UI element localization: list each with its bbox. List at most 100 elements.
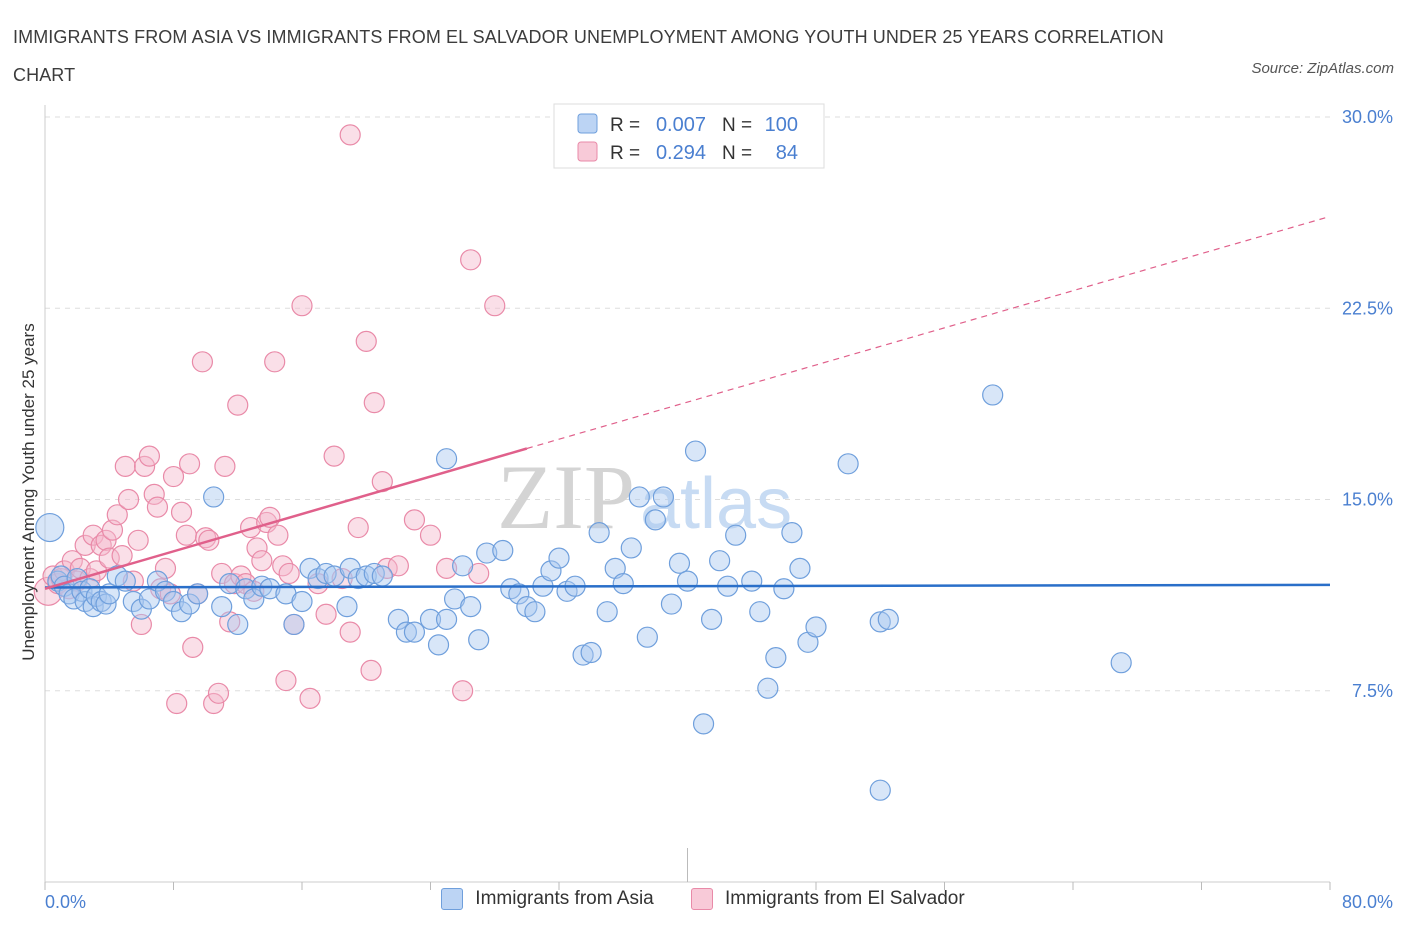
- el-salvador-point-31: [162, 465, 185, 488]
- asia-point-31: [243, 588, 265, 610]
- el-salvador-point-68: [339, 621, 361, 643]
- chart-title: IMMIGRANTS FROM ASIA VS IMMIGRANTS FROM …: [13, 27, 1164, 85]
- el-salvador-point-83: [339, 124, 361, 146]
- asia-point-59: [492, 539, 514, 562]
- el-salvador-point-42: [207, 682, 230, 704]
- asia-point-47: [387, 608, 409, 630]
- asia-point-23: [170, 601, 193, 623]
- el-salvador-trend-line: [44, 447, 528, 590]
- el-salvador-point-59: [275, 669, 297, 692]
- el-salvador-point-27: [146, 496, 169, 518]
- asia-point-48: [395, 621, 418, 643]
- asia-point-61: [508, 583, 530, 605]
- el-salvador-point-32: [166, 692, 188, 715]
- asia-point-91: [757, 677, 779, 699]
- x-tick-label-0: 0.0%: [45, 892, 86, 912]
- asia-point-86: [709, 550, 731, 572]
- asia-point-39: [315, 562, 337, 585]
- el-salvador-point-47: [227, 394, 249, 416]
- asia-point-65: [540, 560, 562, 582]
- stats-r-value-el-salvador: 0.294: [656, 142, 706, 164]
- el-salvador-point-72: [363, 392, 385, 414]
- el-salvador-point-78: [435, 557, 458, 579]
- el-salvador-point-79: [452, 680, 474, 702]
- el-salvador-point-77: [419, 524, 442, 546]
- asia-point-43: [347, 567, 369, 590]
- series-legend: Immigrants from Asia Immigrants from El …: [0, 888, 1406, 916]
- asia-point-90: [749, 601, 771, 623]
- x-tick-label-1: 80.0%: [1342, 892, 1393, 912]
- asia-point-66: [548, 547, 570, 569]
- el-salvador-point-29: [154, 557, 177, 579]
- watermark: ZIP atlas: [497, 446, 792, 548]
- asia-point-53: [435, 448, 458, 470]
- x-tick-labels: 0.0% 80.0%: [45, 892, 1393, 912]
- stats-n-label-el-salvador: N =: [722, 143, 752, 164]
- asia-points: [35, 384, 1132, 801]
- asia-point-70: [580, 641, 602, 664]
- asia-point-52: [435, 608, 458, 630]
- asia-point-35: [283, 613, 305, 636]
- legend-label-asia: Immigrants from Asia: [475, 888, 654, 909]
- asia-point-27: [211, 595, 233, 618]
- asia-point-75: [620, 537, 642, 559]
- asia-point-14: [98, 583, 120, 605]
- asia-point-28: [219, 573, 241, 595]
- el-salvador-point-23: [130, 613, 152, 636]
- el-salvador-point-26: [143, 483, 165, 505]
- el-salvador-point-38: [191, 351, 214, 373]
- y-axis-label: Unemployment Among Youth under 25 years: [19, 323, 38, 660]
- el-salvador-point-66: [323, 445, 345, 467]
- el-salvador-point-82: [484, 295, 506, 317]
- watermark-atlas: atlas: [640, 464, 792, 544]
- el-salvador-point-53: [251, 550, 273, 572]
- el-salvador-point-22: [127, 529, 149, 551]
- asia-point-25: [186, 583, 209, 605]
- asia-point-81: [668, 552, 691, 574]
- asia-point-82: [676, 570, 699, 592]
- el-salvador-point-36: [182, 636, 204, 659]
- el-salvador-point-80: [460, 249, 482, 271]
- y-tick-label-3: 30.0%: [1342, 107, 1393, 127]
- el-salvador-point-60: [278, 562, 300, 585]
- el-salvador-point-70: [355, 330, 377, 352]
- asia-point-83: [684, 440, 707, 462]
- el-salvador-point-50: [240, 516, 262, 539]
- asia-point-49: [403, 621, 426, 643]
- asia-point-36: [291, 590, 313, 613]
- asia-point-100: [869, 779, 891, 801]
- asia-point-97: [805, 616, 827, 638]
- stats-r-label-asia: R =: [610, 115, 640, 136]
- asia-point-72: [596, 601, 618, 623]
- asia-point-74: [612, 573, 634, 595]
- stats-n-value-asia: 100: [765, 114, 798, 136]
- asia-trend-line: [44, 583, 1331, 589]
- el-salvador-point-69: [347, 516, 369, 539]
- asia-point-63: [524, 601, 546, 623]
- asia-point-58: [476, 542, 498, 564]
- el-salvador-point-65: [315, 603, 337, 625]
- el-salvador-point-33: [170, 501, 193, 523]
- el-salvador-point-6: [61, 550, 83, 572]
- asia-point-55: [452, 555, 474, 577]
- asia-point-84: [692, 713, 715, 735]
- watermark-zip: ZIP: [497, 446, 635, 548]
- stats-swatch-el-salvador: [577, 141, 598, 162]
- y-tick-label-2: 22.5%: [1342, 298, 1393, 318]
- stats-r-label-el-salvador: R =: [610, 143, 640, 164]
- asia-point-46: [371, 565, 393, 587]
- el-salvador-point-56: [264, 351, 286, 373]
- asia-point-89: [741, 570, 763, 592]
- asia-point-45: [363, 562, 385, 585]
- el-salvador-point-15: [98, 547, 120, 569]
- el-salvador-point-34: [175, 524, 197, 546]
- asia-point-98: [837, 453, 859, 475]
- asia-point-80: [660, 593, 683, 615]
- asia-point-94: [781, 522, 803, 544]
- stats-swatch-asia: [577, 113, 598, 134]
- el-salvador-point-71: [360, 659, 382, 681]
- el-salvador-point-63: [299, 687, 321, 710]
- trend-lines: [44, 215, 1331, 590]
- y-tick-labels: 7.5% 15.0% 22.5% 30.0%: [1342, 107, 1393, 701]
